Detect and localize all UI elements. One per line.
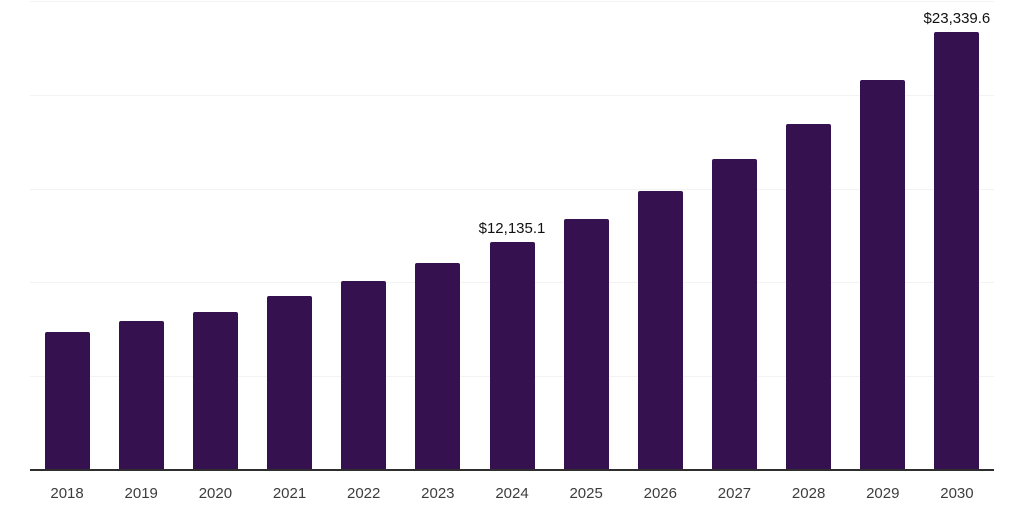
x-tick-label-2021: 2021 (272, 485, 307, 502)
gridline-25000 (30, 1, 994, 2)
x-tick-label-2029: 2029 (866, 485, 900, 502)
bar-2021 (267, 296, 313, 470)
x-tick-label-2024: 2024 (495, 485, 529, 502)
bar-2029 (860, 80, 906, 470)
x-tick-label-2027: 2027 (717, 485, 752, 502)
x-tick-label-2020: 2020 (198, 485, 233, 502)
x-tick-label-2025: 2025 (569, 485, 603, 502)
bar-2027 (711, 158, 757, 470)
x-tick-label-2019: 2019 (124, 485, 158, 502)
gridline-20000 (30, 94, 994, 96)
bar-2020 (192, 311, 238, 470)
x-tick-label-2028: 2028 (791, 485, 826, 502)
gridline-15000 (30, 188, 994, 190)
bar-2026 (637, 191, 683, 470)
x-tick-label-2026: 2026 (643, 485, 677, 502)
bar-2018 (44, 331, 90, 470)
x-axis-line (30, 469, 994, 471)
x-tick-label-2018: 2018 (50, 485, 84, 502)
bar-2019 (118, 320, 164, 470)
bar-value-label-2030: $23,339.6 (923, 10, 991, 28)
bar-2030 (934, 32, 980, 470)
bar-value-label-2024: $12,135.1 (478, 220, 546, 238)
bar-2028 (786, 123, 832, 470)
bar-2022 (341, 281, 387, 470)
x-tick-label-2030: 2030 (940, 485, 974, 502)
x-tick-label-2022: 2022 (347, 485, 381, 502)
x-tick-label-2023: 2023 (421, 485, 455, 502)
bar-2023 (415, 262, 461, 470)
bar-2025 (563, 218, 609, 470)
bar-2024 (489, 242, 535, 470)
